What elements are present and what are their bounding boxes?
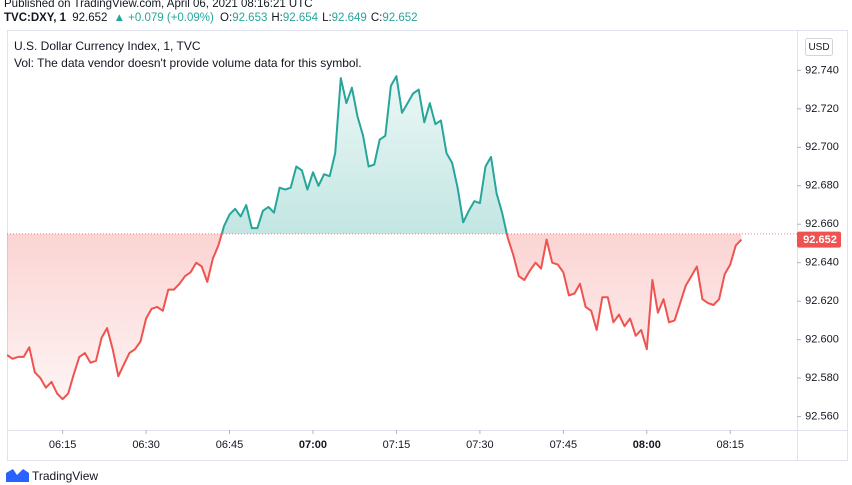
change: ▲ +0.079 (+0.09%) bbox=[113, 12, 214, 24]
brand-logo bbox=[6, 469, 29, 482]
y-tick-label: 92.640 bbox=[805, 257, 839, 269]
published-line: Published on TradingView.com, April 06, … bbox=[4, 0, 313, 10]
ohlc-label: H: bbox=[271, 12, 283, 24]
y-tick-label: 92.720 bbox=[805, 103, 839, 115]
symbol: TVC:DXY, 1 bbox=[4, 12, 66, 24]
last-price-label: 92.652 bbox=[803, 234, 837, 246]
ohlc: O:92.653 H:92.654 L:92.649 C:92.652 bbox=[220, 12, 421, 24]
line-up bbox=[220, 75, 508, 234]
ohlc-label: C: bbox=[370, 12, 383, 24]
x-tick-label: 06:15 bbox=[49, 439, 77, 451]
y-tick-label: 92.680 bbox=[805, 180, 839, 192]
currency-box[interactable] bbox=[805, 38, 833, 56]
ohlc-value: 92.649 bbox=[331, 12, 367, 24]
area-up bbox=[7, 76, 742, 234]
y-tick-label: 92.660 bbox=[805, 218, 839, 230]
currency[interactable]: USD bbox=[808, 42, 829, 53]
x-tick-label: 07:15 bbox=[383, 439, 411, 451]
x-tick-label: 06:45 bbox=[216, 439, 244, 451]
y-tick-label: 92.700 bbox=[805, 141, 839, 153]
ohlc-value: 92.652 bbox=[382, 12, 418, 24]
x-tick-label: 06:30 bbox=[132, 439, 160, 451]
last-price-box bbox=[797, 231, 841, 248]
area-down bbox=[7, 233, 742, 400]
y-tick-label: 92.740 bbox=[805, 64, 839, 76]
ohlc-value: 92.654 bbox=[282, 12, 319, 24]
volume-note: Vol: The data vendor doesn't provide vol… bbox=[14, 56, 362, 70]
y-tick-label: 92.600 bbox=[805, 334, 839, 346]
ohlc-label: O: bbox=[220, 12, 233, 24]
legend-title: U.S. Dollar Currency Index, 1, TVC bbox=[14, 39, 201, 53]
line-down bbox=[7, 233, 743, 401]
symbol-line: TVC:DXY, 1 92.652 ▲ +0.079 (+0.09%) O:92… bbox=[4, 12, 425, 24]
x-tick-label: 07:30 bbox=[466, 439, 494, 451]
x-tick-label: 08:00 bbox=[633, 439, 661, 451]
ohlc-label: L: bbox=[322, 12, 332, 24]
ohlc-value: 92.653 bbox=[232, 12, 268, 24]
y-tick-label: 92.560 bbox=[805, 410, 839, 422]
x-tick-label: 08:15 bbox=[716, 439, 744, 451]
y-tick-label: 92.580 bbox=[805, 372, 839, 384]
price: 92.652 bbox=[72, 12, 108, 24]
x-tick-label: 07:45 bbox=[550, 439, 578, 451]
x-tick-label: 07:00 bbox=[299, 439, 327, 451]
y-tick-label: 92.620 bbox=[805, 295, 839, 307]
brand: TradingView bbox=[32, 469, 98, 483]
